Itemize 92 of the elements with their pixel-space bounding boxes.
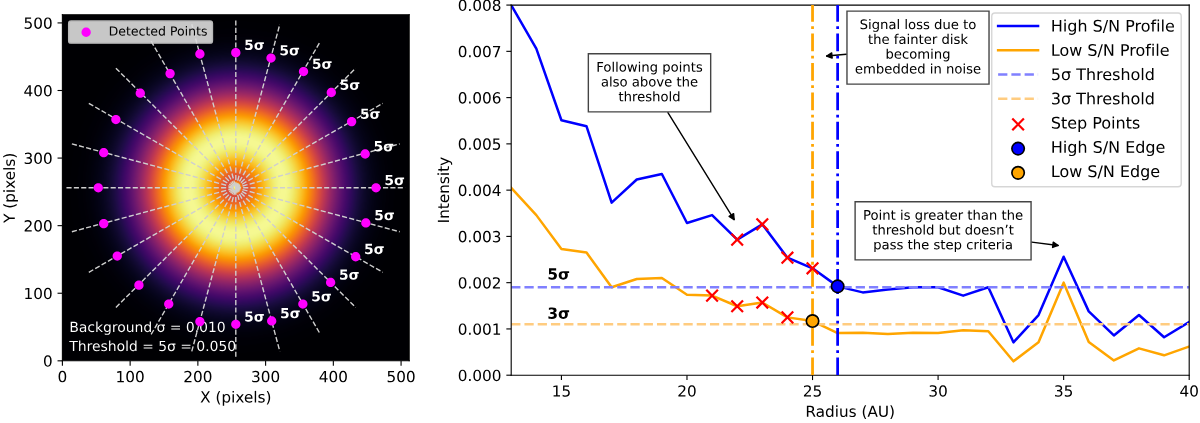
point — [361, 218, 371, 228]
legend-label: Low S/N Profile — [1052, 43, 1169, 58]
annotation: Threshold = 5σ = 0.050 — [69, 340, 236, 352]
point — [780, 310, 795, 325]
annotation: 5σ — [281, 308, 300, 319]
point — [195, 49, 205, 59]
y-tick-label: 0.001 — [458, 323, 501, 335]
annotation: 5σ — [375, 210, 394, 221]
point — [326, 87, 336, 98]
point — [755, 217, 770, 232]
annotation: 5σ — [245, 39, 264, 51]
x-tick-label: 15 — [553, 385, 570, 397]
point — [780, 250, 795, 265]
y-tick-label: 0.007 — [458, 45, 501, 58]
y-tick-label: 0 — [43, 355, 52, 367]
x-tick-label: 200 — [184, 370, 212, 383]
point — [705, 288, 720, 303]
point — [298, 299, 308, 309]
annotation: 5σ — [312, 291, 331, 302]
annotation: 5σ — [361, 108, 380, 119]
x-tick-label: 300 — [252, 370, 280, 383]
point — [371, 183, 381, 193]
legend-label: Detected Points — [109, 26, 207, 36]
y-tick-label: 0.004 — [458, 184, 501, 197]
point — [231, 319, 241, 329]
point — [164, 299, 174, 309]
y-tick-label: 0.000 — [458, 369, 501, 382]
annotation: Point is greater than the threshold but doesn’t pass the step criteria — [864, 209, 1023, 253]
x-tick-label: 35 — [1055, 385, 1073, 397]
legend-label: 5σ Threshold — [1052, 67, 1154, 81]
annotation: Following points also above the threshold — [597, 61, 703, 102]
point — [346, 116, 357, 127]
point — [805, 314, 820, 329]
annotation: 5σ — [548, 268, 570, 280]
annotation: 5σ — [365, 243, 384, 255]
y-tick-label: 0.008 — [458, 0, 501, 12]
x-tick-label: 100 — [117, 370, 144, 383]
point — [93, 183, 103, 193]
annotation: 5σ — [340, 269, 359, 280]
point — [112, 251, 122, 261]
legend-label: 3σ Threshold — [1052, 92, 1154, 105]
point — [830, 279, 845, 294]
point — [351, 252, 361, 262]
point — [360, 149, 370, 159]
point — [730, 299, 745, 314]
annotation: 5σ — [312, 58, 332, 69]
point — [134, 280, 144, 290]
point — [755, 295, 770, 310]
point — [99, 148, 109, 158]
line-series — [511, 186, 1190, 363]
x-axis-title: Radius (AU) — [806, 405, 894, 419]
legend-label: Step Points — [1051, 116, 1140, 132]
point — [135, 88, 145, 98]
annotation: 3σ — [548, 307, 570, 319]
point — [325, 277, 336, 288]
legend-label: High S/N Profile — [1052, 19, 1174, 35]
annotation: 5σ — [340, 79, 360, 90]
point — [99, 218, 109, 229]
annotation: 5σ — [385, 174, 405, 186]
legend-label: High S/N Edge — [1052, 140, 1165, 157]
y-axis-title: Intensity — [437, 157, 453, 222]
y-tick-label: 100 — [25, 287, 52, 300]
y-tick-label: 400 — [24, 84, 52, 97]
x-tick-label: 0 — [58, 370, 67, 383]
point — [231, 47, 241, 58]
x-tick-label: 30 — [929, 385, 947, 397]
point — [730, 232, 745, 247]
point — [111, 114, 121, 125]
x-tick-label: 400 — [319, 370, 347, 383]
y-tick-label: 0.003 — [458, 230, 501, 243]
point — [805, 261, 820, 276]
point — [267, 316, 277, 326]
point — [165, 68, 175, 79]
y-axis-title: Y (pixels) — [3, 154, 18, 223]
point — [298, 66, 309, 77]
annotation: 5σ — [245, 311, 264, 322]
y-tick-label: 500 — [24, 17, 52, 29]
y-tick-label: 300 — [24, 152, 52, 165]
legend-label: Low S/N Edge — [1052, 164, 1160, 181]
x-tick-label: 40 — [1180, 385, 1198, 397]
x-tick-label: 20 — [678, 385, 696, 397]
annotation: 5σ — [374, 141, 394, 152]
annotation: 5σ — [280, 45, 300, 56]
x-tick-label: 25 — [803, 385, 821, 397]
y-tick-label: 200 — [24, 220, 52, 232]
y-tick-label: 0.005 — [458, 138, 501, 150]
y-tick-label: 0.006 — [458, 92, 501, 104]
x-axis-title: X (pixels) — [200, 390, 271, 406]
x-tick-label: 500 — [387, 370, 415, 383]
point — [266, 53, 276, 63]
y-tick-label: 0.002 — [458, 277, 500, 289]
annotation: Signal loss due to the fainter disk becoming embedded in noise — [855, 19, 981, 74]
